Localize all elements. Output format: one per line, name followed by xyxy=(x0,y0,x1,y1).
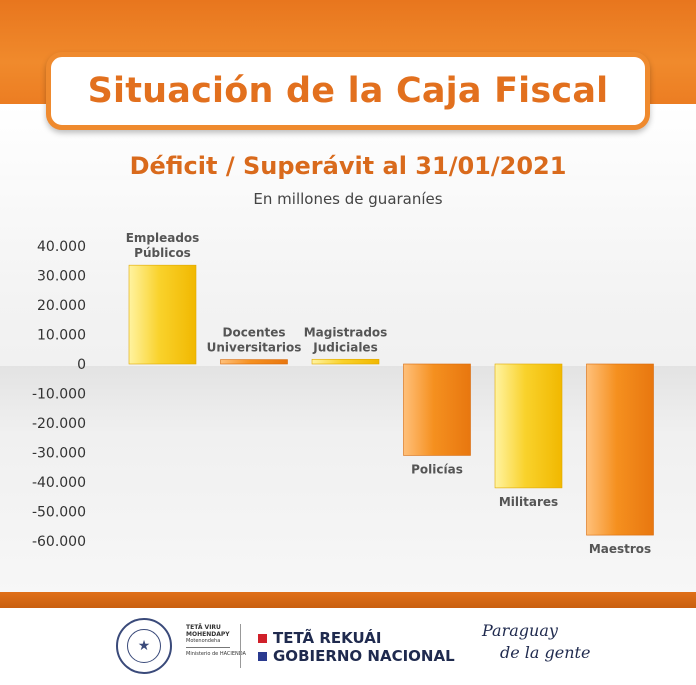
bar xyxy=(494,363,563,489)
gov-line2: GOBIERNO NACIONAL xyxy=(273,647,455,665)
ministry-line3: Ministerio de HACIENDA xyxy=(186,651,246,657)
national-seal-icon: ★ xyxy=(116,618,172,674)
red-square-icon xyxy=(258,633,267,643)
slogan-line1: Paraguay xyxy=(482,621,558,640)
y-tick-label: 30.000 xyxy=(37,269,86,285)
bar xyxy=(586,363,654,536)
bar xyxy=(220,359,288,365)
y-tick-label: 0 xyxy=(77,357,86,373)
bar-chart: 40.000 30.000 20.000 10.000 0 -10.000 -20.000 -… xyxy=(32,231,654,556)
y-tick-label: 40.000 xyxy=(37,239,86,255)
footer-divider xyxy=(240,624,241,668)
bar-category-label: Policías xyxy=(411,462,463,476)
ministry-line2: Motenondeha xyxy=(186,638,221,644)
y-tick-label: 20.000 xyxy=(37,298,86,314)
y-tick-label: -60.000 xyxy=(32,534,86,550)
bar-category-label: Maestros xyxy=(589,542,651,556)
chart-subtitle: Déficit / Superávit al 31/01/2021 xyxy=(129,152,567,180)
y-tick-label: -10.000 xyxy=(32,387,86,403)
government-logo: TETÃ REKUÁI GOBIERNO NACIONAL xyxy=(258,629,455,665)
bar-category-label: Docentes xyxy=(222,326,285,340)
y-tick-label: -30.000 xyxy=(32,446,86,462)
y-tick-label: 10.000 xyxy=(37,328,86,344)
chart-panel-lower xyxy=(0,366,696,594)
bar-category-label: Magistrados xyxy=(304,325,388,339)
title-box: Situación de la Caja Fiscal xyxy=(46,52,650,130)
unit-note: En millones de guaraníes xyxy=(253,190,443,208)
bar-category-label: Empleados xyxy=(126,231,200,245)
bar-category-label: Universitarios xyxy=(207,341,302,355)
bar-category-label: Judiciales xyxy=(312,340,377,354)
blue-square-icon xyxy=(258,651,267,661)
ministry-logo: TETÃ VIRU MOHENDAPY Motenondeha Minister… xyxy=(186,624,246,657)
y-tick-label: -50.000 xyxy=(32,505,86,521)
slogan-line2: de la gente xyxy=(500,643,591,662)
page-title: Situación de la Caja Fiscal xyxy=(87,71,609,111)
bar-category-label: Públicos xyxy=(134,246,191,260)
gov-line1: TETÃ REKUÁI xyxy=(273,629,382,647)
y-tick-label: -20.000 xyxy=(32,416,86,432)
footer-band xyxy=(0,592,696,608)
slogan-logo: Paraguay de la gente xyxy=(482,620,590,664)
bar-category-label: Militares xyxy=(499,495,558,509)
bar xyxy=(311,358,380,365)
ministry-line1: TETÃ VIRU MOHENDAPY xyxy=(186,624,230,638)
bar xyxy=(403,363,471,456)
y-tick-label: -40.000 xyxy=(32,475,86,491)
bar xyxy=(128,264,197,365)
